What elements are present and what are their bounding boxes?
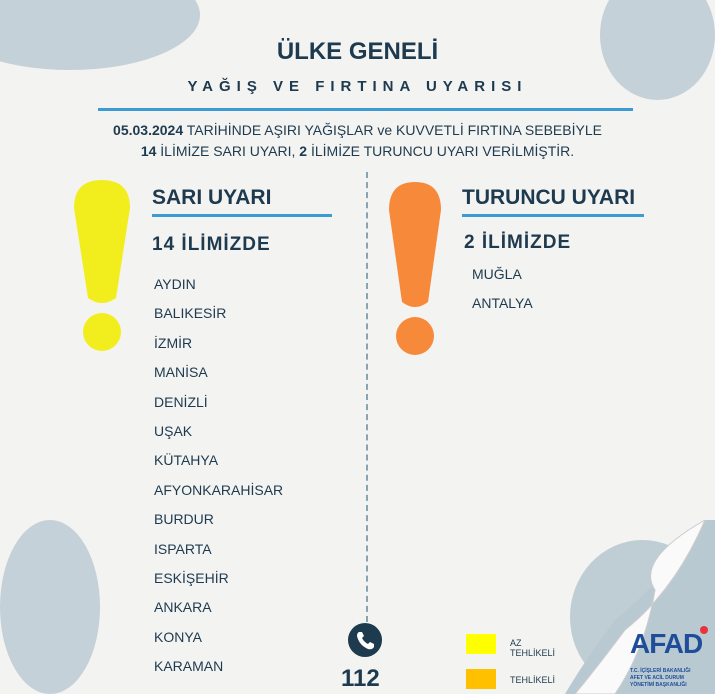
page-curl-decoration bbox=[565, 520, 715, 694]
info-text: 05.03.2024 TARİHİNDE AŞIRI YAĞIŞLAR ve K… bbox=[113, 122, 602, 159]
phone-icon bbox=[348, 623, 382, 657]
legend-label-orange: TEHLİKELİ bbox=[510, 675, 556, 685]
yellow-exclamation-icon bbox=[74, 180, 130, 351]
legend-swatch-orange bbox=[466, 669, 496, 689]
province-item: UŞAK bbox=[154, 422, 193, 439]
province-item: İZMİR bbox=[154, 334, 193, 351]
legend-label-yellow: AZ TEHLİKELİ bbox=[510, 638, 556, 658]
orange-province-list: MUĞLA ANTALYA bbox=[472, 266, 533, 325]
yellow-underline bbox=[152, 214, 332, 217]
yellow-count: 14 İLİMİZDE bbox=[152, 234, 271, 255]
province-item: BURDUR bbox=[154, 511, 214, 528]
map-decoration bbox=[0, 520, 100, 694]
province-item: DENİZLİ bbox=[154, 393, 208, 410]
province-item: ISPARTA bbox=[154, 540, 212, 557]
page-subtitle: YAĞIŞ VE FIRTINA UYARISI bbox=[187, 78, 528, 95]
province-item: ESKİŞEHİR bbox=[154, 569, 229, 586]
dashed-divider bbox=[366, 172, 368, 622]
province-item: KÜTAHYA bbox=[154, 452, 219, 469]
divider-line bbox=[98, 108, 633, 111]
province-item: ANTALYA bbox=[472, 295, 533, 312]
orange-warning-title: TURUNCU UYARI bbox=[462, 186, 636, 209]
yellow-province-list: AYDIN BALIKESİR İZMİR MANİSA DENİZLİ UŞAK KÜTA… bbox=[154, 276, 283, 687]
map-decoration bbox=[600, 0, 715, 100]
orange-underline bbox=[462, 214, 644, 217]
legend-swatch-yellow bbox=[466, 634, 496, 654]
province-item: AFYONKARAHİSAR bbox=[154, 481, 284, 498]
afad-logo: AFAD bbox=[630, 628, 703, 659]
emergency-number: 112 bbox=[341, 665, 380, 692]
province-item: ANKARA bbox=[154, 599, 212, 616]
province-item: MANİSA bbox=[154, 364, 208, 381]
logo-dot bbox=[700, 626, 708, 634]
province-item: KONYA bbox=[154, 628, 202, 645]
page-title: ÜLKE GENELİ bbox=[276, 38, 439, 65]
logo-subtitle: T.C. İÇİŞLERİ BAKANLIĞI AFET VE ACİL DURU… bbox=[630, 668, 691, 688]
orange-exclamation-icon bbox=[389, 182, 441, 355]
province-item: KARAMAN bbox=[154, 658, 224, 675]
orange-count: 2 İLİMİZDE bbox=[464, 232, 572, 253]
yellow-warning-title: SARI UYARI bbox=[152, 186, 272, 209]
province-item: AYDIN bbox=[154, 276, 196, 292]
province-item: BALIKESİR bbox=[154, 305, 227, 322]
province-item: MUĞLA bbox=[472, 266, 522, 282]
